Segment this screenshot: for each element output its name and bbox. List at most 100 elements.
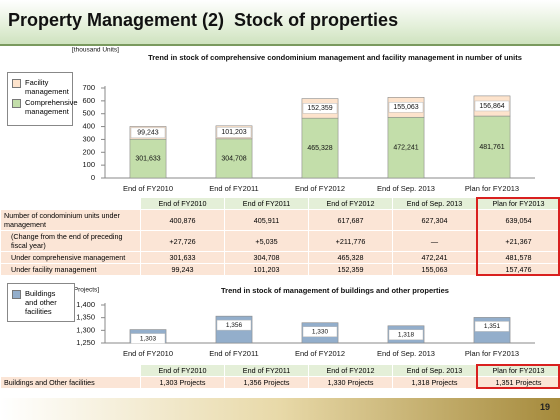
table-cell: — xyxy=(392,230,477,252)
value-label-box xyxy=(474,321,510,332)
value-label: 99,243 xyxy=(137,130,159,137)
table-cell: 472,241 xyxy=(392,251,477,264)
header-cell xyxy=(0,364,141,377)
y-unit-label: [thousand Units] xyxy=(72,47,119,54)
x-tick-label: Plan for FY2013 xyxy=(465,184,519,193)
table-cell: 1,303 Projects xyxy=(140,376,225,389)
value-label: 1,318 xyxy=(398,331,415,338)
value-label: 1,356 xyxy=(226,322,243,329)
value-label: 152,359 xyxy=(307,105,332,112)
table-cell: 1,356 Projects xyxy=(224,376,309,389)
legend-label: Comprehensive management xyxy=(25,98,78,116)
chart-title: Trend in stock of management of building… xyxy=(221,286,449,295)
value-label: 304,708 xyxy=(221,155,246,162)
chart-title: Trend in stock of comprehensive condomin… xyxy=(148,53,522,62)
legend-swatch xyxy=(12,99,21,108)
row-label: Buildings and Other facilities xyxy=(0,376,141,389)
y-tick-label: 200 xyxy=(82,147,95,156)
value-label-box xyxy=(130,333,166,344)
header-cell: End of FY2011 xyxy=(224,364,309,377)
bar xyxy=(387,116,425,179)
x-tick-label: Plan for FY2013 xyxy=(465,349,519,358)
value-label-box xyxy=(388,102,424,113)
header-cell: End of FY2012 xyxy=(308,197,393,210)
value-label: 472,241 xyxy=(393,144,418,151)
legend-item: Comprehensive management xyxy=(12,98,78,116)
header-cell: End of FY2010 xyxy=(140,197,225,210)
header-row: End of FY2010 End of FY2011 End of FY2012 E… xyxy=(0,197,560,210)
header-cell: End of FY2010 xyxy=(140,364,225,377)
legend-label: Buildings and other facilities xyxy=(25,289,57,316)
y-tick-label: 1,250 xyxy=(76,338,95,347)
table-cell: 155,063 xyxy=(392,263,477,276)
x-tick-label: End of FY2011 xyxy=(209,349,258,358)
header-cell: Plan for FY2013 xyxy=(476,197,560,210)
x-tick-label: End of Sep. 2013 xyxy=(377,349,435,358)
legend-item: Facility management xyxy=(12,78,69,96)
value-label-box xyxy=(130,127,166,139)
y-unit-label: [Projects] xyxy=(72,287,99,294)
table-cell: 99,243 xyxy=(140,263,225,276)
row-label: Under comprehensive management xyxy=(0,251,141,264)
x-tick-label: End of FY2012 xyxy=(295,184,345,193)
table-row: (Change from the end of preceding fiscal… xyxy=(0,230,560,252)
header-cell: End of Sep. 2013 xyxy=(392,197,477,210)
y-tick-label: 1,400 xyxy=(76,300,95,309)
row-label: Number of condominium units under manage… xyxy=(0,209,141,231)
x-tick-label: End of FY2010 xyxy=(123,349,173,358)
table-cell: 405,911 xyxy=(224,209,309,231)
table-cell: 304,708 xyxy=(224,251,309,264)
value-label: 1,303 xyxy=(140,335,157,342)
legend-swatch xyxy=(12,79,21,88)
y-tick-label: 100 xyxy=(82,160,95,169)
slide-title: Property Management (2) Stock of propert… xyxy=(8,10,399,30)
bar xyxy=(301,117,339,179)
value-label: 465,328 xyxy=(307,145,332,152)
table-cell: 152,359 xyxy=(308,263,393,276)
x-tick-label: End of Sep. 2013 xyxy=(377,184,435,193)
table-cell: +21,367 xyxy=(476,230,560,252)
value-label-box xyxy=(388,329,424,341)
row-label: (Change from the end of preceding fiscal… xyxy=(0,230,141,252)
table-cell: 481,578 xyxy=(476,251,560,264)
x-tick-label: End of FY2012 xyxy=(295,349,345,358)
table-cell: 465,328 xyxy=(308,251,393,264)
header-cell: End of Sep. 2013 xyxy=(392,364,477,377)
table-cell: 639,054 xyxy=(476,209,560,231)
header-cell xyxy=(0,197,141,210)
table-cell: 1,330 Projects xyxy=(308,376,393,389)
header-cell: Plan for FY2013 xyxy=(476,364,560,377)
x-tick-label: End of FY2011 xyxy=(209,184,258,193)
table-cell: 1,318 Projects xyxy=(392,376,477,389)
value-label-box xyxy=(302,326,338,337)
legend-label: Facility management xyxy=(25,78,69,96)
data-table: End of FY2010 End of FY2011 End of FY2012 E… xyxy=(0,364,560,389)
bar xyxy=(473,115,511,179)
value-label: 1,330 xyxy=(312,328,329,335)
value-label-box xyxy=(302,103,338,114)
table-cell: 301,633 xyxy=(140,251,225,264)
x-tick-label: End of FY2010 xyxy=(123,184,173,193)
legend-swatch xyxy=(12,290,21,299)
table-row: Under comprehensive management 301,633 304… xyxy=(0,251,560,264)
footer-bar xyxy=(0,398,560,420)
y-tick-label: 700 xyxy=(82,83,95,92)
table-row: Number of condominium units under manage… xyxy=(0,209,560,231)
header-cell: End of FY2011 xyxy=(224,197,309,210)
value-label: 156,864 xyxy=(479,103,504,110)
value-label: 301,633 xyxy=(135,155,160,162)
legend: Buildings and other facilities xyxy=(7,283,75,322)
value-label-box xyxy=(216,127,252,138)
page-number: 19 xyxy=(539,402,550,412)
bar xyxy=(129,138,167,179)
header-row: End of FY2010 End of FY2011 End of FY2012 E… xyxy=(0,364,560,377)
value-label: 101,203 xyxy=(221,129,246,136)
legend: Facility management Comprehensive managem… xyxy=(7,72,78,126)
value-label-box xyxy=(474,100,510,112)
table-cell: +211,776 xyxy=(308,230,393,252)
header-cell: End of FY2012 xyxy=(308,364,393,377)
y-tick-label: 500 xyxy=(82,109,95,118)
table-cell: +27,726 xyxy=(140,230,225,252)
